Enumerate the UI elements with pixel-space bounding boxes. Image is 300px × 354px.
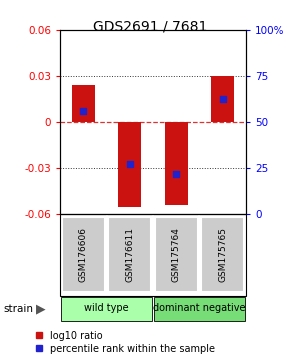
Text: GSM176606: GSM176606 — [79, 227, 88, 282]
Bar — [118, 122, 141, 206]
Text: strain: strain — [3, 304, 33, 314]
Bar — [72, 85, 95, 122]
Bar — [155, 217, 198, 292]
Bar — [108, 217, 151, 292]
Text: dominant negative: dominant negative — [153, 303, 246, 313]
Text: GSM175764: GSM175764 — [172, 227, 181, 282]
Text: GSM175765: GSM175765 — [218, 227, 227, 282]
Bar — [165, 122, 188, 205]
Bar — [211, 76, 234, 122]
Text: GDS2691 / 7681: GDS2691 / 7681 — [93, 19, 207, 34]
Bar — [201, 217, 244, 292]
Bar — [62, 217, 105, 292]
Text: wild type: wild type — [84, 303, 129, 313]
Bar — [61, 297, 152, 321]
Bar — [154, 297, 245, 321]
Text: ▶: ▶ — [36, 302, 45, 315]
Legend: log10 ratio, percentile rank within the sample: log10 ratio, percentile rank within the … — [34, 329, 217, 354]
Text: GSM176611: GSM176611 — [125, 227, 134, 282]
